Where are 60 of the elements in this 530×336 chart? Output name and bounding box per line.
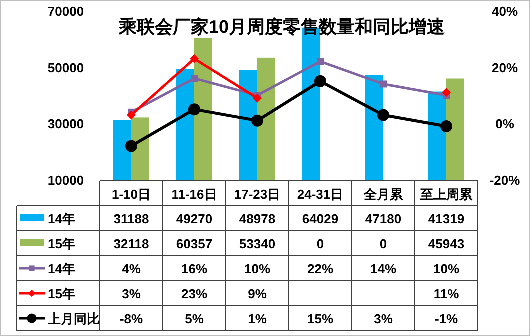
x-tick-label: 17-23日 [234,187,281,202]
legend-label: 15年 [48,286,76,302]
data-label: 41319 [428,212,465,226]
text: 0 [380,236,388,252]
data-label: 10% [244,262,271,276]
point [440,120,452,132]
data-label: 23% [181,286,208,302]
y-tick-label: 10000 [48,173,84,188]
data-label: 1% [248,312,268,326]
point [252,114,264,127]
point [380,80,387,88]
point [253,94,262,103]
data-label: 3% [122,286,142,302]
text: 0 [316,236,324,252]
point [314,75,326,88]
data-label: 10% [433,262,460,276]
y2-tick-label: -20% [490,173,521,188]
data-label: 15% [307,312,334,326]
point [188,104,200,116]
legend-label: 14年 [48,262,76,276]
point [442,88,451,98]
y-tick-label: 70000 [48,4,84,19]
data-label: 49270 [176,212,213,226]
x-tick-label: 24-31日 [297,187,344,202]
data-label: 11% [434,286,460,302]
data-label: 48978 [239,212,276,226]
data-label: 9% [248,286,268,302]
data-label: 47180 [365,212,402,226]
point [127,110,136,120]
y-tick-label: 30000 [48,116,84,132]
point [190,54,199,64]
x-tick-label: 至上周累 [420,187,474,202]
x-tick-label: 全月累 [363,187,404,202]
point [378,109,390,122]
data-label: -8% [120,312,144,326]
x-tick-label: 11-16日 [172,187,218,202]
data-label: 45943 [428,236,465,252]
x-tick-label: 1-10日 [112,187,152,202]
data-label: 22% [307,262,334,276]
data-label: 32118 [114,236,150,252]
data-label: 53340 [239,236,276,252]
y-tick-label: 50000 [48,60,84,76]
data-label: -1% [434,312,458,326]
data-label: 14% [370,262,397,276]
legend-label: 15年 [48,236,76,252]
point [126,140,138,152]
data-label: 64029 [302,212,339,226]
y2-tick-label: 40% [492,4,518,19]
data-label: 16% [181,262,208,276]
legend-label: 14年 [48,212,76,226]
point [191,75,198,82]
data-label: 4% [122,262,142,276]
y2-tick-label: 20% [492,60,518,76]
data-label: 31188 [114,212,150,226]
data-label: 3% [374,312,394,326]
data-label: 5% [185,312,204,326]
point [317,58,324,66]
legend-label: 上月同比 [47,312,100,326]
data-label: 60357 [176,236,213,252]
y2-tick-label: 0% [496,116,515,132]
